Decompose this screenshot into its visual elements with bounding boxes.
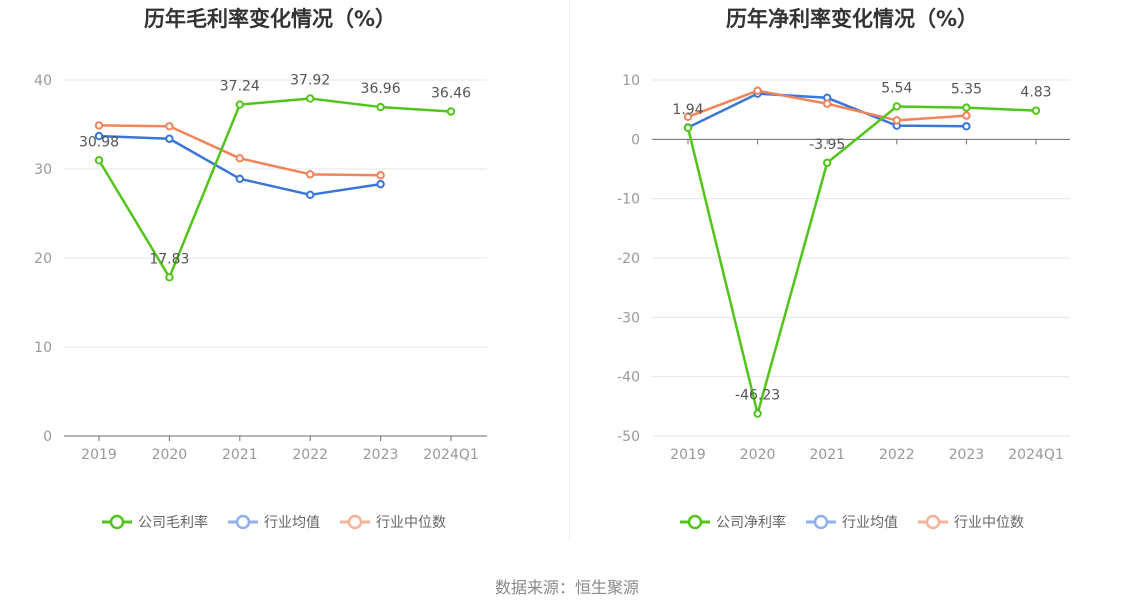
series-line-2 xyxy=(98,124,381,177)
y-tick-label: 30 xyxy=(34,162,52,178)
data-point xyxy=(165,122,174,131)
data-source: 数据来源：恒生聚源 xyxy=(494,578,639,597)
x-tick-label: 2019 xyxy=(670,447,706,463)
data-label: -46.23 xyxy=(735,388,780,404)
data-point xyxy=(306,170,315,179)
chart-title: 历年净利率变化情况（%） xyxy=(726,7,978,31)
legend-marker xyxy=(109,514,125,530)
data-point xyxy=(962,103,971,112)
data-point xyxy=(753,86,762,95)
legend-label: 公司净利率 xyxy=(716,514,786,531)
data-point xyxy=(962,111,971,120)
chart-title: 历年毛利率变化情况（%） xyxy=(144,7,396,31)
y-tick-label: -20 xyxy=(617,251,640,267)
x-tick-label: 2023 xyxy=(363,447,399,463)
x-tick-label: 2021 xyxy=(222,447,258,463)
data-label: 5.54 xyxy=(881,80,912,96)
data-point xyxy=(823,99,832,108)
data-label: -3.95 xyxy=(809,137,845,153)
data-point xyxy=(235,100,245,109)
legend-marker xyxy=(925,514,941,530)
panel-divider xyxy=(569,0,570,540)
data-point xyxy=(306,190,315,200)
data-point xyxy=(892,116,901,125)
y-tick-label: -40 xyxy=(617,370,640,386)
y-tick-label: 10 xyxy=(622,73,640,89)
x-tick-label: 2020 xyxy=(740,447,776,463)
data-label: 37.24 xyxy=(220,79,260,95)
data-point xyxy=(94,121,104,130)
data-point xyxy=(962,122,971,131)
y-tick-label: -30 xyxy=(617,310,640,326)
y-tick-label: 20 xyxy=(34,251,52,267)
series-line-0 xyxy=(97,97,452,279)
legend-marker xyxy=(235,514,251,530)
x-tick-label: 2024Q1 xyxy=(423,447,479,463)
data-point xyxy=(94,131,104,141)
data-point xyxy=(306,94,315,103)
data-point xyxy=(376,179,385,189)
data-label: 36.96 xyxy=(361,81,401,97)
y-tick-label: -50 xyxy=(617,429,640,445)
y-tick-label: 40 xyxy=(34,73,52,89)
data-point xyxy=(94,156,104,165)
x-tick-label: 2019 xyxy=(81,447,117,463)
y-tick-label: 0 xyxy=(631,132,640,148)
y-tick-label: 10 xyxy=(34,340,52,356)
legend-label: 行业中位数 xyxy=(376,515,446,531)
y-tick-label: 0 xyxy=(43,429,52,445)
series-line-0 xyxy=(686,105,1037,415)
data-point xyxy=(683,123,693,133)
x-tick-label: 2023 xyxy=(949,447,985,463)
data-point xyxy=(165,134,174,143)
data-point xyxy=(683,112,693,121)
data-label: 36.46 xyxy=(431,86,471,102)
series-line-1 xyxy=(98,134,381,197)
data-label: 37.92 xyxy=(290,73,330,89)
x-tick-label: 2022 xyxy=(292,447,328,463)
legend-label: 行业均值 xyxy=(264,515,320,531)
legend-label: 行业均值 xyxy=(842,515,898,531)
data-point xyxy=(376,102,385,112)
data-point xyxy=(235,174,245,183)
data-label: 5.35 xyxy=(951,82,982,98)
data-label: 1.94 xyxy=(672,102,703,118)
data-point xyxy=(892,102,901,111)
legend-marker xyxy=(687,514,703,530)
data-point xyxy=(823,158,832,167)
data-point xyxy=(1031,106,1041,115)
legend-label: 行业中位数 xyxy=(954,515,1024,531)
data-point xyxy=(446,107,456,116)
data-point xyxy=(165,273,174,282)
legend-label: 公司毛利率 xyxy=(138,514,208,531)
x-tick-label: 2020 xyxy=(152,447,188,463)
data-label: 4.83 xyxy=(1020,85,1051,101)
data-point xyxy=(753,409,762,418)
x-tick-label: 2021 xyxy=(809,447,845,463)
data-label: 17.83 xyxy=(149,251,189,267)
y-tick-label: -10 xyxy=(617,192,640,208)
data-point xyxy=(235,154,245,163)
data-point xyxy=(376,171,385,180)
legend-marker xyxy=(347,514,363,530)
data-label: 30.98 xyxy=(79,134,119,150)
x-tick-label: 2022 xyxy=(879,447,915,463)
x-tick-label: 2024Q1 xyxy=(1008,447,1064,463)
legend-marker xyxy=(813,514,829,530)
